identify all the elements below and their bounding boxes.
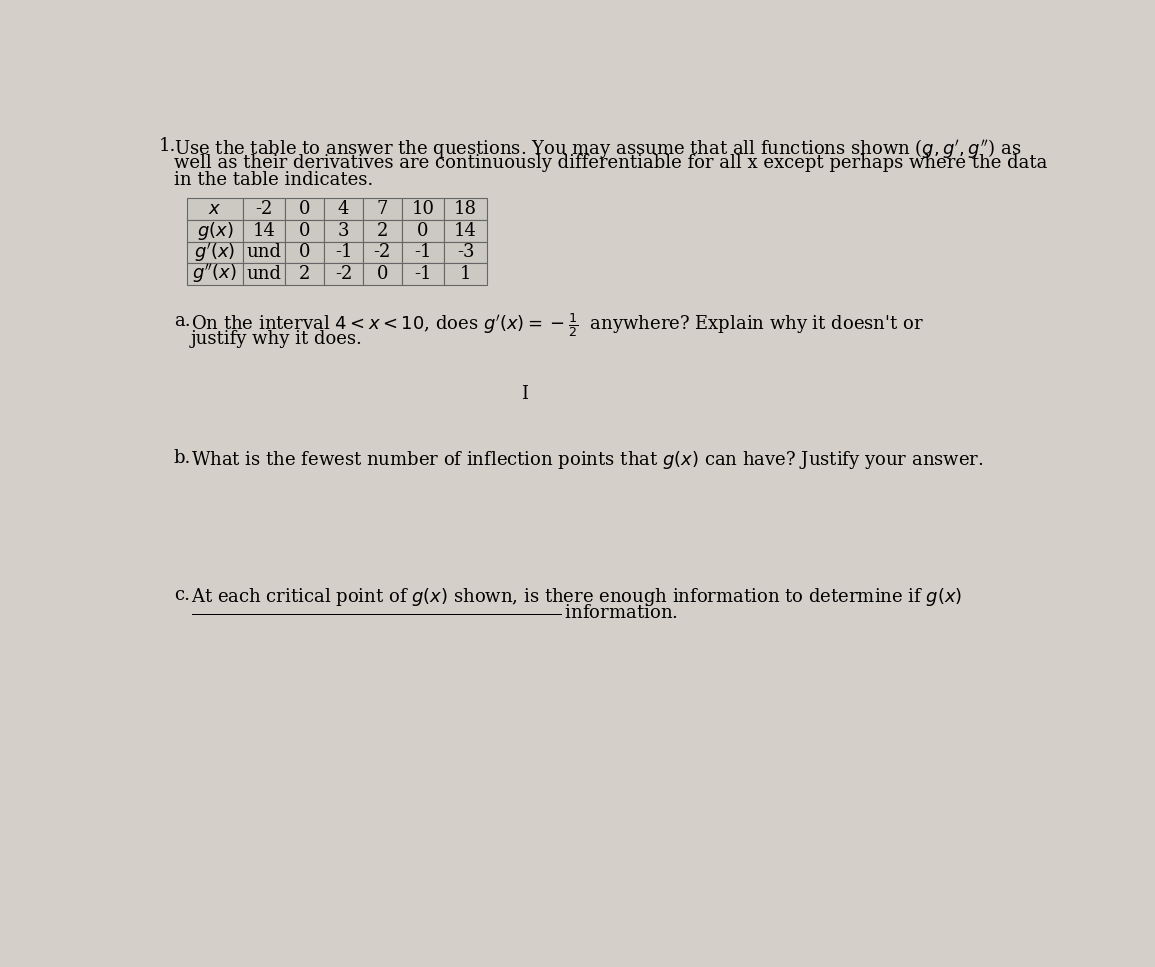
Bar — [363, 242, 402, 263]
Bar — [363, 220, 402, 242]
Text: $x$: $x$ — [208, 200, 222, 219]
Text: 0: 0 — [299, 200, 311, 219]
Text: 0: 0 — [417, 221, 429, 240]
Bar — [285, 242, 325, 263]
Bar — [187, 242, 243, 263]
Bar — [285, 198, 325, 220]
Text: -3: -3 — [457, 244, 475, 261]
Bar — [285, 220, 325, 242]
Text: b.: b. — [173, 449, 192, 467]
Bar — [243, 220, 285, 242]
Text: 3: 3 — [337, 221, 349, 240]
Bar — [445, 242, 487, 263]
Text: 14: 14 — [253, 221, 276, 240]
Text: well as their derivatives are continuously differentiable for all x except perha: well as their derivatives are continuous… — [173, 154, 1048, 172]
Text: 18: 18 — [454, 200, 477, 219]
Text: I: I — [521, 385, 528, 403]
Text: 4: 4 — [338, 200, 349, 219]
Bar — [285, 263, 325, 284]
Bar — [363, 263, 402, 284]
Text: On the interval $4 < x < 10$, does $g'(x) = -\frac{1}{2}$  anywhere? Explain why: On the interval $4 < x < 10$, does $g'(x… — [191, 311, 924, 339]
Text: 10: 10 — [411, 200, 434, 219]
Text: 0: 0 — [299, 244, 311, 261]
Bar — [243, 198, 285, 220]
Bar — [243, 263, 285, 284]
Bar — [402, 263, 445, 284]
Text: in the table indicates.: in the table indicates. — [173, 171, 373, 189]
Text: -1: -1 — [415, 244, 432, 261]
Text: $\overline{\qquad\qquad\qquad\qquad\qquad\qquad\qquad\qquad\qquad\qquad\quad}$ i: $\overline{\qquad\qquad\qquad\qquad\qqua… — [191, 604, 678, 622]
Bar — [445, 198, 487, 220]
Text: 2: 2 — [377, 221, 388, 240]
Text: 2: 2 — [299, 265, 311, 283]
Bar — [325, 198, 363, 220]
Text: a.: a. — [173, 311, 191, 330]
Text: $g'(x)$: $g'(x)$ — [194, 241, 236, 264]
Bar — [325, 242, 363, 263]
Bar — [402, 242, 445, 263]
Text: 14: 14 — [454, 221, 477, 240]
Bar — [187, 220, 243, 242]
Text: und: und — [247, 265, 282, 283]
Text: justify why it does.: justify why it does. — [191, 330, 363, 348]
Bar — [187, 263, 243, 284]
Text: und: und — [247, 244, 282, 261]
Text: What is the fewest number of inflection points that $g(x)$ can have? Justify you: What is the fewest number of inflection … — [191, 449, 984, 471]
Text: 0: 0 — [299, 221, 311, 240]
Bar — [325, 263, 363, 284]
Text: -2: -2 — [373, 244, 392, 261]
Text: Use the table to answer the questions. You may assume that all functions shown (: Use the table to answer the questions. Y… — [173, 136, 1021, 160]
Text: -2: -2 — [255, 200, 273, 219]
Text: $g''(x)$: $g''(x)$ — [193, 262, 237, 285]
Bar — [243, 242, 285, 263]
Text: 0: 0 — [377, 265, 388, 283]
Bar — [445, 220, 487, 242]
Text: c.: c. — [173, 586, 189, 603]
Bar — [402, 198, 445, 220]
Bar — [402, 220, 445, 242]
Text: $g(x)$: $g(x)$ — [196, 220, 233, 242]
Bar — [187, 198, 243, 220]
Bar — [445, 263, 487, 284]
Text: -2: -2 — [335, 265, 352, 283]
Text: -1: -1 — [335, 244, 352, 261]
Text: 1.: 1. — [158, 136, 176, 155]
Text: -1: -1 — [415, 265, 432, 283]
Text: 7: 7 — [377, 200, 388, 219]
Bar — [363, 198, 402, 220]
Bar — [325, 220, 363, 242]
Text: 1: 1 — [460, 265, 471, 283]
Text: At each critical point of $g(x)$ shown, is there enough information to determine: At each critical point of $g(x)$ shown, … — [191, 586, 962, 607]
